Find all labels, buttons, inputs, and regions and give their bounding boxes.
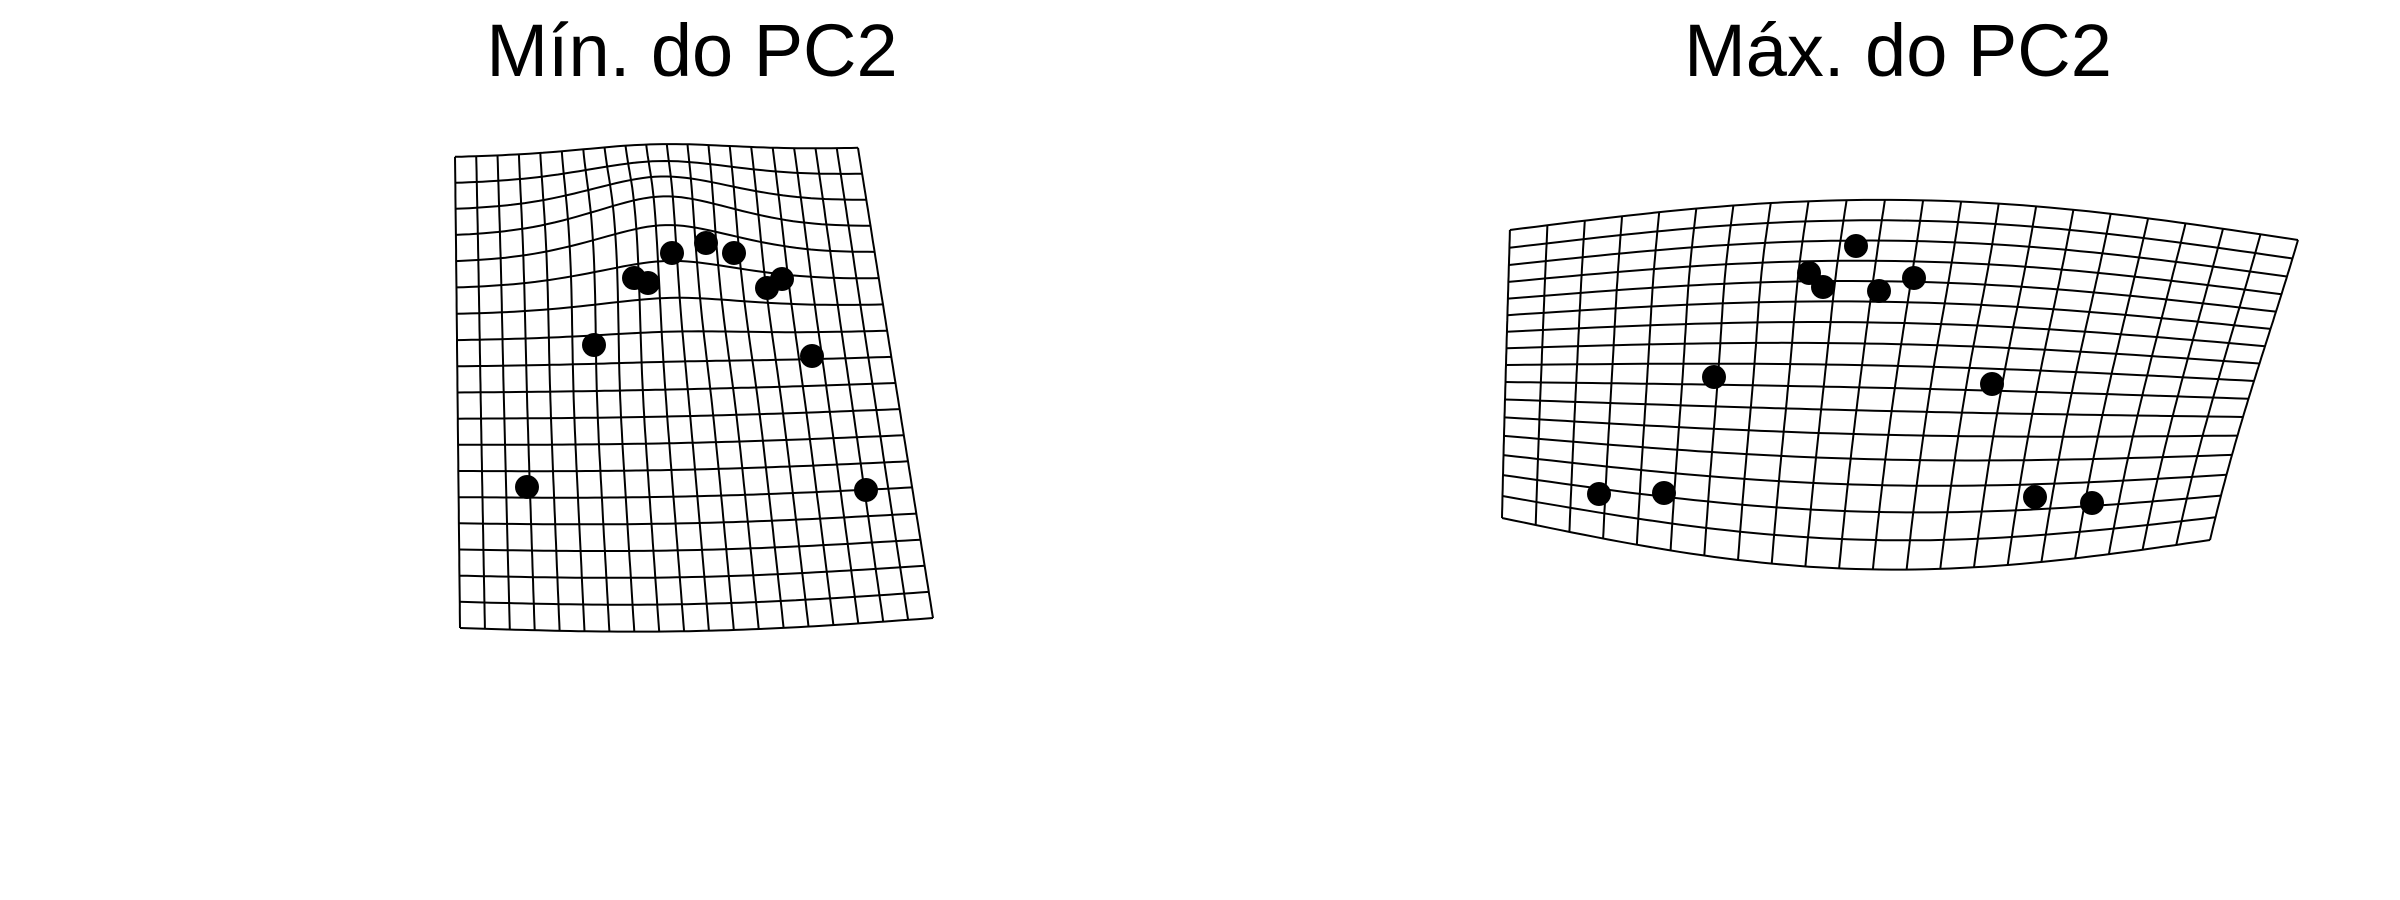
grid-line-horizontal: [1506, 382, 2249, 399]
landmark-point: [694, 231, 718, 255]
grid-line-vertical: [667, 144, 709, 631]
grid-line-horizontal: [458, 461, 908, 471]
grid-line-horizontal: [458, 435, 904, 445]
grid-line-horizontal: [459, 566, 924, 578]
grid-line-horizontal: [1507, 322, 2265, 346]
landmark-point: [1867, 279, 1891, 303]
grid-line-horizontal: [457, 357, 891, 366]
landmark-point: [800, 344, 824, 368]
grid-line-horizontal: [460, 592, 929, 605]
landmark-point: [770, 267, 794, 291]
grid-line-horizontal: [1504, 436, 2232, 461]
grid-line-vertical: [858, 148, 933, 618]
grid-line-horizontal: [456, 177, 867, 209]
landmark-point: [2023, 485, 2047, 509]
deformation-grid-min-pc2: [455, 144, 933, 631]
grid-line-horizontal: [1503, 496, 2216, 540]
grid-line-horizontal: [458, 409, 900, 419]
landmark-point: [636, 271, 660, 295]
grid-line-horizontal: [1505, 400, 2243, 418]
landmark-point: [722, 241, 746, 265]
landmark-point: [1980, 372, 2004, 396]
grid-line-horizontal: [456, 261, 878, 288]
landmark-point: [1652, 481, 1676, 505]
grid-line-horizontal: [1505, 417, 2238, 436]
grid-line-vertical: [1873, 200, 1923, 569]
grid-line-horizontal: [458, 383, 896, 393]
grid-line-horizontal: [456, 196, 871, 235]
landmark-point: [515, 475, 539, 499]
landmark-point: [1702, 365, 1726, 389]
grid-line-horizontal: [1507, 343, 2260, 364]
landmark-point: [1844, 234, 1868, 258]
grid-line-horizontal: [459, 540, 920, 551]
landmark-point: [2080, 491, 2104, 515]
grid-line-horizontal: [1507, 301, 2270, 329]
landmark-point: [854, 478, 878, 502]
grid-line-vertical: [2008, 210, 2074, 565]
landmark-point: [1902, 266, 1926, 290]
grid-line-horizontal: [457, 298, 883, 314]
landmark-point: [582, 333, 606, 357]
grid-line-horizontal: [460, 618, 933, 632]
landmark-point: [1811, 275, 1835, 299]
grid-line-horizontal: [455, 161, 862, 183]
landmark-point: [660, 241, 684, 265]
grid-line-horizontal: [457, 331, 887, 340]
grid-line-horizontal: [459, 514, 916, 525]
grid-line-vertical: [646, 145, 684, 632]
grid-line-horizontal: [455, 144, 858, 157]
landmark-point: [1587, 482, 1611, 506]
deformation-grid-max-pc2: [1502, 200, 2298, 570]
grid-line-horizontal: [1506, 364, 2254, 381]
grid-line-horizontal: [1502, 518, 2210, 570]
grid-line-vertical: [2210, 240, 2298, 540]
grid-line-vertical: [688, 144, 734, 630]
